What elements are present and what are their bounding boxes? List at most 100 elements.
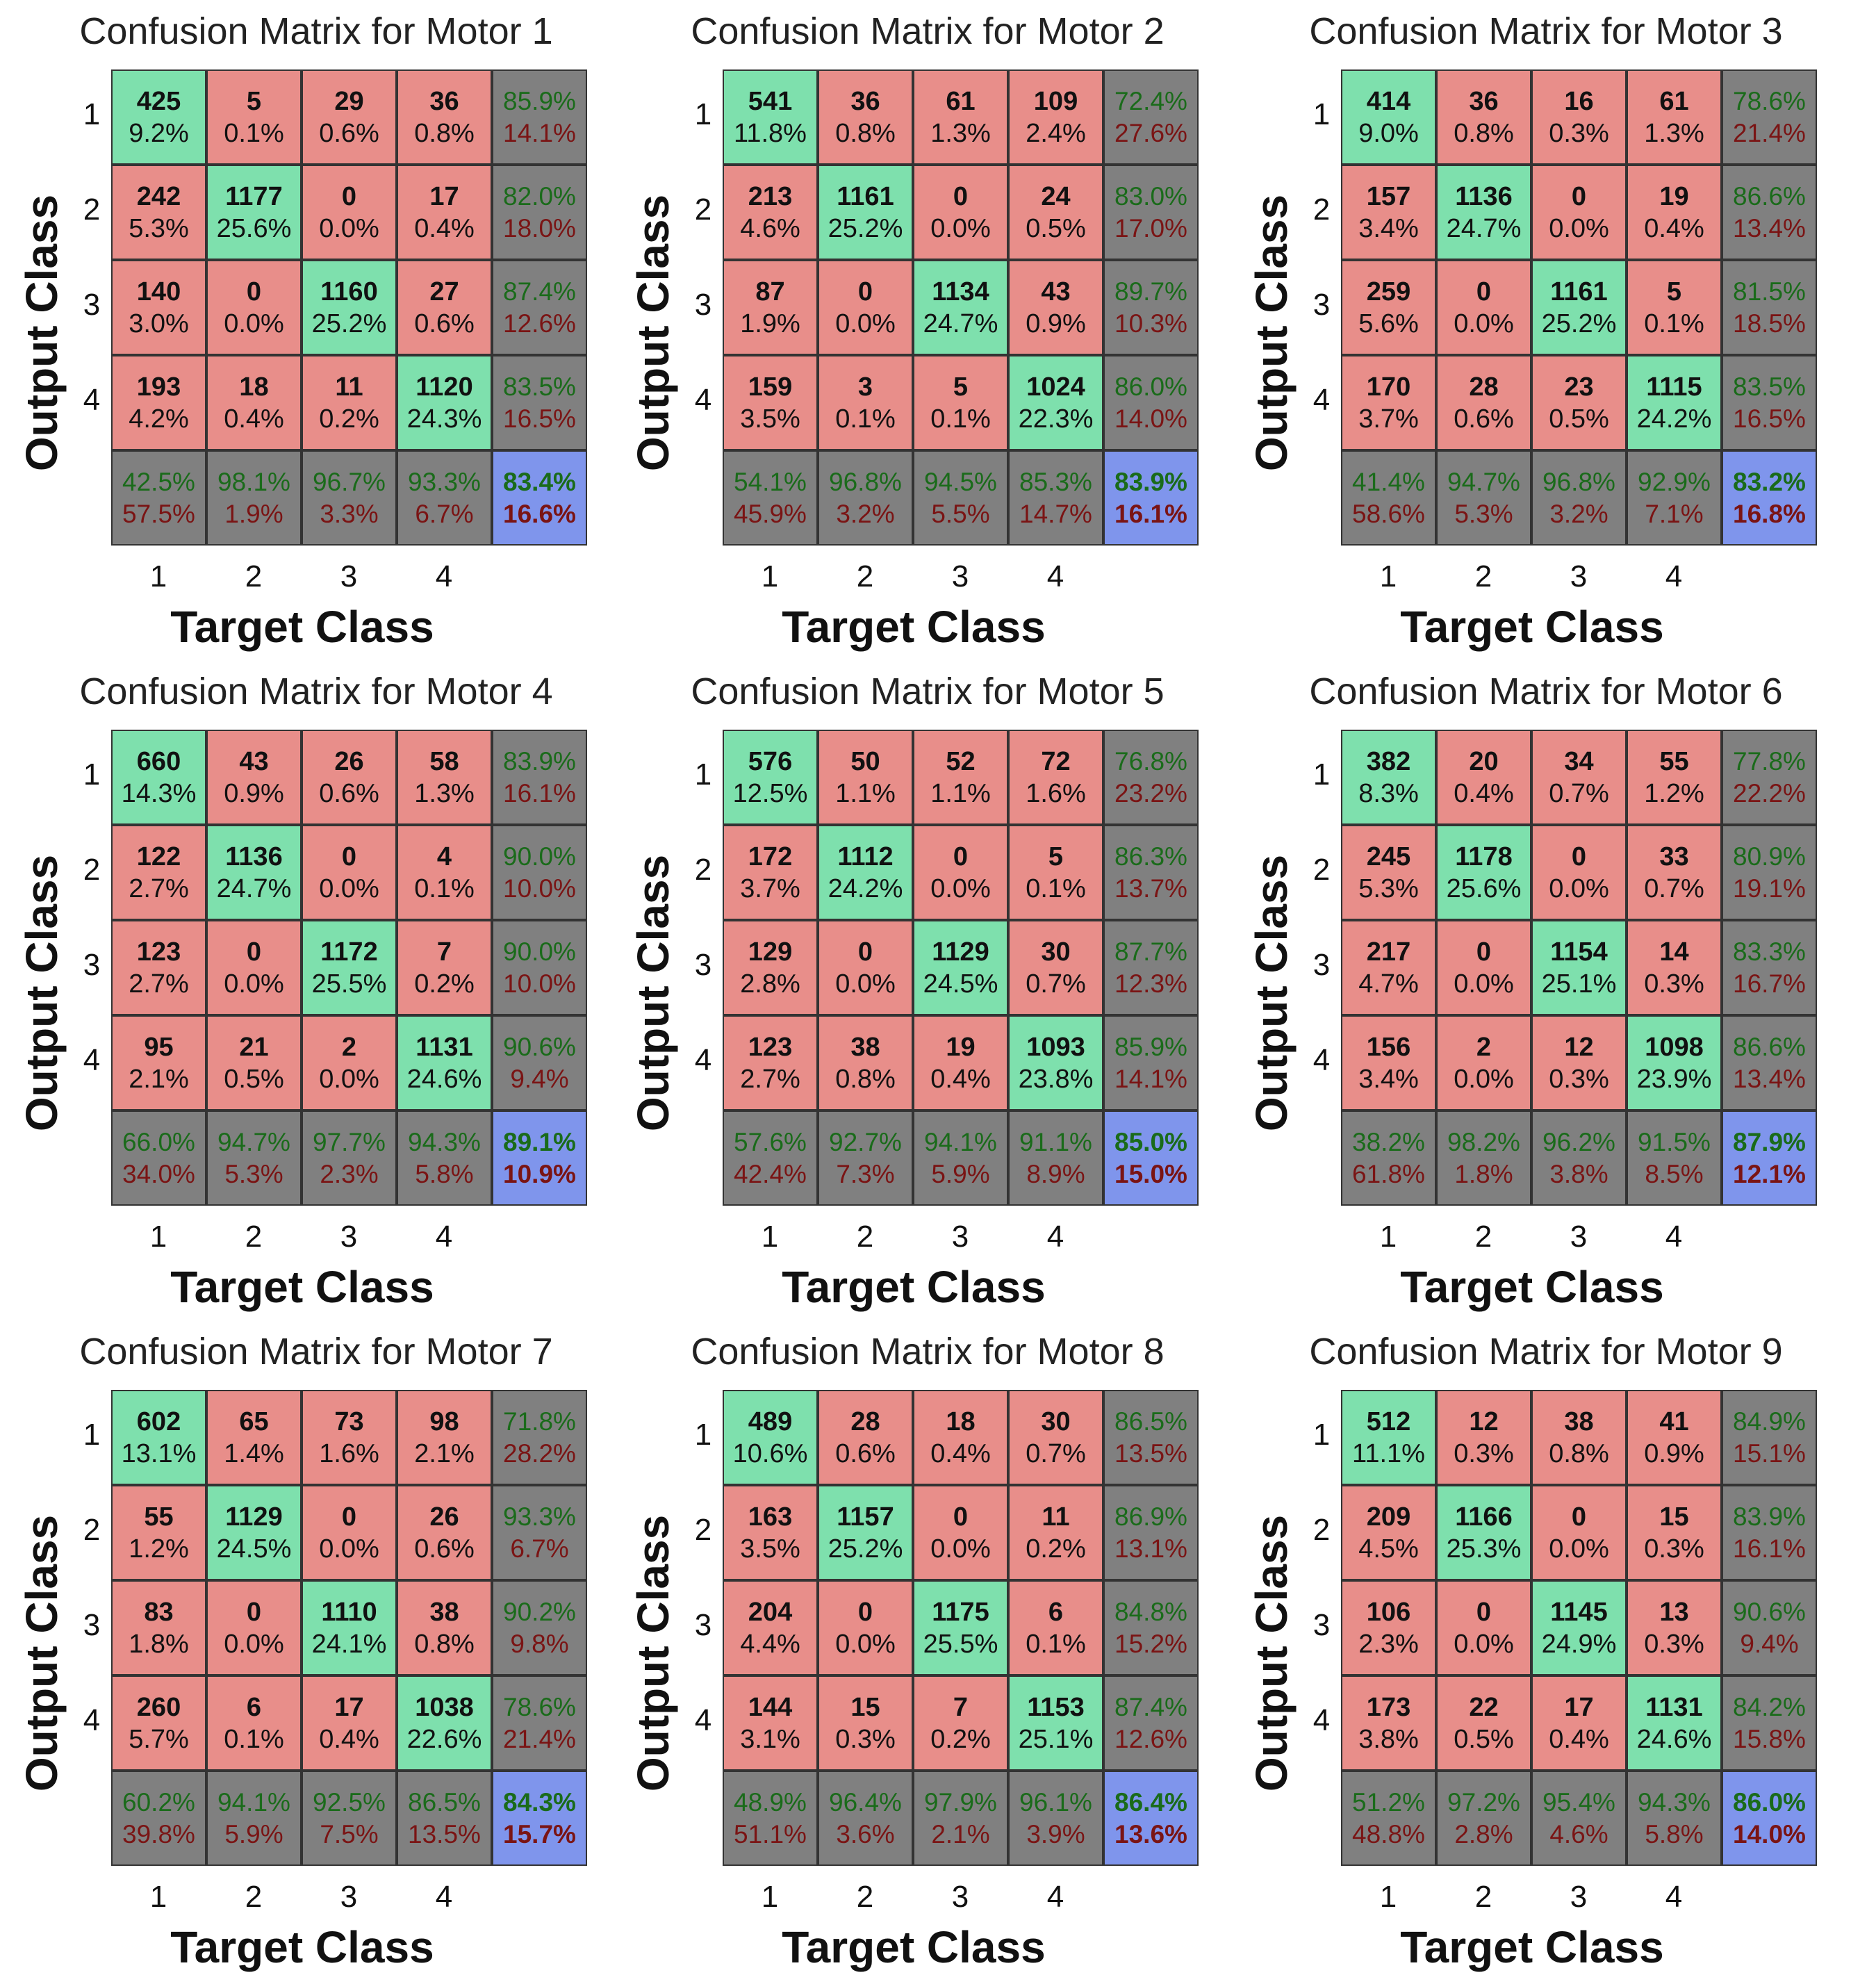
- cell-percent: 3.7%: [1358, 404, 1419, 434]
- error-cell: 0 0.0%: [206, 920, 302, 1015]
- correct-cell: 1024 22.3%: [1008, 355, 1103, 450]
- cell-count: 83: [144, 1597, 174, 1627]
- row-summary-cell: 87.4% 12.6%: [1103, 1675, 1199, 1771]
- column-summary-cell: 91.5% 8.5%: [1627, 1110, 1722, 1206]
- column-tick-label: 3: [1570, 1880, 1588, 1914]
- cell-percent: 3.5%: [740, 404, 800, 434]
- row-summary-cell: 93.3% 6.7%: [492, 1485, 587, 1580]
- error-rate-value: 9.4%: [1740, 1629, 1799, 1658]
- column-tick-label: 3: [951, 1220, 969, 1254]
- precision-value: 85.9%: [503, 86, 576, 115]
- cell-count: 2: [341, 1032, 357, 1062]
- row-tick-label: 3: [694, 288, 712, 322]
- error-cell: 5 0.1%: [913, 355, 1008, 450]
- column-tick-label: 4: [1046, 1220, 1064, 1254]
- cell-count: 1136: [225, 842, 283, 871]
- cell-count: 11: [1042, 1502, 1070, 1532]
- error-cell: 0 0.0%: [1531, 165, 1627, 260]
- recall-value: 38.2%: [1352, 1127, 1425, 1156]
- cell-count: 0: [857, 937, 873, 967]
- column-tick-label: 2: [245, 1220, 263, 1254]
- correct-cell: 1166 25.3%: [1436, 1485, 1531, 1580]
- correct-cell: 1153 25.1%: [1008, 1675, 1103, 1771]
- row-tick-label: 2: [83, 853, 101, 887]
- error-cell: 170 3.7%: [1341, 355, 1436, 450]
- correct-cell: 1093 23.8%: [1008, 1015, 1103, 1110]
- column-summary-cell: 94.3% 5.8%: [397, 1110, 492, 1206]
- column-tick-label: 1: [1379, 1880, 1397, 1914]
- x-axis-label: Target Class: [170, 1922, 434, 1972]
- matrix-grid: 660 14.3% 43 0.9% 26 0.6% 58 1.3% 83.9% 16.1% 122 2…: [111, 730, 587, 1206]
- error-rate-value: 9.4%: [510, 1064, 569, 1093]
- column-tick-label: 3: [340, 559, 358, 593]
- confusion-matrix-panel: Confusion Matrix for Motor 7 602 13.1% 65 1.…: [14, 1324, 618, 1984]
- recall-value: 54.1%: [734, 467, 807, 496]
- cell-percent: 24.2%: [828, 874, 903, 903]
- error-cell: 0 0.0%: [1531, 1485, 1627, 1580]
- row-tick-label: 3: [83, 288, 101, 322]
- overall-error-value: 15.7%: [503, 1819, 576, 1848]
- cell-percent: 0.1%: [224, 118, 284, 148]
- column-tick-label: 1: [149, 1880, 167, 1914]
- correct-cell: 425 9.2%: [111, 69, 206, 165]
- error-rate-value: 21.4%: [503, 1724, 576, 1753]
- cell-count: 72: [1041, 746, 1071, 776]
- cell-percent: 0.5%: [1026, 213, 1086, 243]
- cell-count: 65: [239, 1407, 269, 1436]
- cell-percent: 1.3%: [1644, 118, 1704, 148]
- error-cell: 106 2.3%: [1341, 1580, 1436, 1675]
- cell-count: 52: [946, 746, 976, 776]
- row-summary-cell: 90.6% 9.4%: [492, 1015, 587, 1110]
- error-rate-value: 17.0%: [1114, 213, 1187, 243]
- cell-count: 33: [1659, 842, 1689, 871]
- confusion-matrix-panel: Confusion Matrix for Motor 6 382 8.3% 20 0.4…: [1244, 664, 1848, 1324]
- cell-percent: 2.1%: [129, 1064, 189, 1094]
- cell-count: 1160: [320, 277, 378, 306]
- cell-count: 50: [850, 746, 880, 776]
- row-tick-label: 3: [83, 948, 101, 982]
- cell-count: 15: [1659, 1502, 1689, 1532]
- miss-rate-value: 14.7%: [1019, 499, 1092, 528]
- cell-count: 6: [1048, 1597, 1064, 1627]
- overall-accuracy-cell: 89.1% 10.9%: [492, 1110, 587, 1206]
- cell-percent: 0.3%: [1644, 969, 1704, 999]
- cell-percent: 1.3%: [414, 778, 475, 808]
- miss-rate-value: 7.3%: [836, 1159, 895, 1188]
- cell-count: 512: [1366, 1407, 1411, 1436]
- row-tick-label: 1: [1313, 1418, 1331, 1452]
- column-tick-label: 3: [340, 1220, 358, 1254]
- cell-percent: 4.6%: [740, 213, 800, 243]
- row-tick-label: 4: [694, 383, 712, 417]
- error-cell: 0 0.0%: [302, 165, 397, 260]
- precision-value: 82.0%: [503, 181, 576, 211]
- cell-percent: 0.2%: [1026, 1534, 1086, 1564]
- error-cell: 24 0.5%: [1008, 165, 1103, 260]
- cell-percent: 0.3%: [1549, 1064, 1609, 1094]
- row-summary-cell: 85.9% 14.1%: [1103, 1015, 1199, 1110]
- cell-percent: 12.5%: [732, 778, 808, 808]
- chart-title: Confusion Matrix for Motor 5: [691, 671, 1165, 712]
- error-cell: 0 0.0%: [1436, 1580, 1531, 1675]
- error-cell: 0 0.0%: [913, 1485, 1008, 1580]
- row-summary-cell: 90.6% 9.4%: [1722, 1580, 1817, 1675]
- cell-count: 30: [1041, 1407, 1071, 1436]
- correct-cell: 382 8.3%: [1341, 730, 1436, 825]
- cell-count: 260: [136, 1692, 181, 1722]
- precision-value: 80.9%: [1733, 842, 1806, 871]
- cell-percent: 0.0%: [930, 1534, 991, 1564]
- cell-percent: 24.7%: [216, 874, 292, 903]
- cell-count: 6: [246, 1692, 262, 1722]
- error-cell: 159 3.5%: [723, 355, 818, 450]
- cell-count: 602: [136, 1407, 181, 1436]
- row-tick-label: 1: [1313, 97, 1331, 131]
- cell-percent: 0.6%: [319, 118, 379, 148]
- cell-count: 1131: [1645, 1692, 1703, 1722]
- cell-count: 1112: [837, 842, 894, 871]
- row-summary-cell: 87.7% 12.3%: [1103, 920, 1199, 1015]
- cell-count: 73: [334, 1407, 364, 1436]
- miss-rate-value: 5.5%: [931, 499, 990, 528]
- miss-rate-value: 57.5%: [122, 499, 195, 528]
- correct-cell: 1177 25.6%: [206, 165, 302, 260]
- column-summary-cell: 96.2% 3.8%: [1531, 1110, 1627, 1206]
- cell-count: 0: [1476, 937, 1492, 967]
